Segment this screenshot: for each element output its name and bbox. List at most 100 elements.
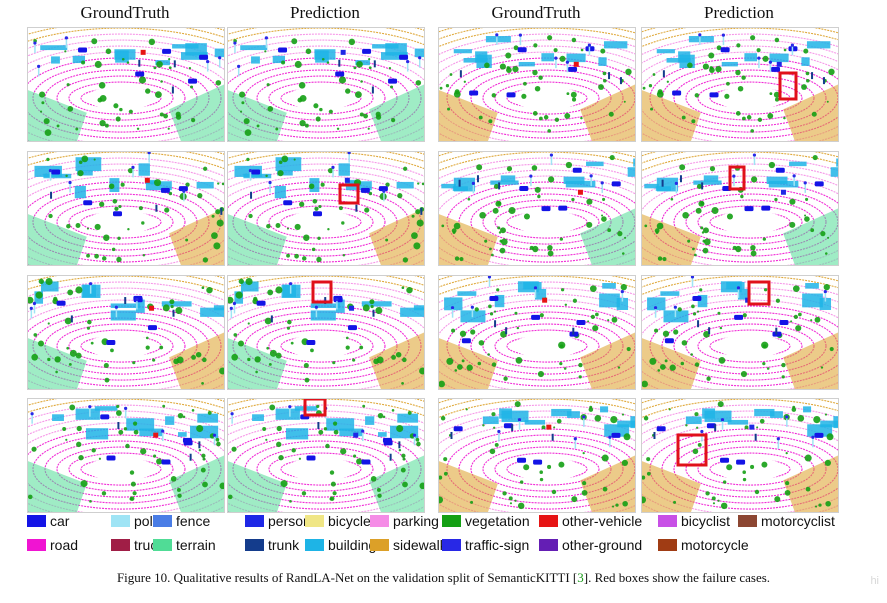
prediction-panel-r4-c2 xyxy=(227,398,425,513)
legend-label: bicyclist xyxy=(681,513,731,529)
legend-item-motorcyclist: motorcyclist xyxy=(738,512,835,530)
legend-swatch xyxy=(658,515,677,527)
prediction-panel-r3-c4 xyxy=(641,275,839,390)
prediction-panel-r1-c4 xyxy=(641,27,839,142)
prediction-panel-r3-c2 xyxy=(227,275,425,390)
point-cloud-scene xyxy=(28,399,224,512)
header-prediction-right: Prediction xyxy=(704,3,774,22)
legend-label: bicycle xyxy=(328,513,371,529)
legend-label: other-vehicle xyxy=(562,513,643,529)
legend-item-traffic-sign: traffic-sign xyxy=(442,536,529,554)
failure-case-box xyxy=(303,399,327,417)
prediction-panel-r2-c2 xyxy=(227,151,425,266)
header-prediction-left: Prediction xyxy=(290,3,360,22)
point-cloud-scene xyxy=(228,152,424,265)
watermark: hi xyxy=(870,575,879,587)
legend-item-sidewalk: sidewalk xyxy=(370,536,447,554)
legend-item-trunk: trunk xyxy=(245,536,299,554)
legend-swatch xyxy=(245,515,264,527)
groundtruth-panel-r4-c3 xyxy=(438,398,636,513)
failure-case-box xyxy=(676,433,708,467)
failure-case-box xyxy=(778,71,798,101)
point-cloud-scene xyxy=(642,276,838,389)
legend-swatch xyxy=(245,539,264,551)
legend-label: car xyxy=(50,513,70,529)
legend-swatch xyxy=(153,515,172,527)
point-cloud-scene xyxy=(642,399,838,512)
caption-text-end: ]. Red boxes show the failure cases. xyxy=(583,570,771,585)
legend-label: motorcycle xyxy=(681,537,749,553)
prediction-panel-r2-c4 xyxy=(641,151,839,266)
legend-item-car: car xyxy=(27,512,69,530)
caption-citation-link[interactable]: 3 xyxy=(577,570,584,585)
legend: car pole fence person bicycle parking vegetati… xyxy=(27,512,867,554)
groundtruth-panel-r2-c3 xyxy=(438,151,636,266)
point-cloud-scene xyxy=(28,152,224,265)
figure-caption: Figure 10. Qualitative results of RandLA… xyxy=(0,570,887,586)
point-cloud-scene xyxy=(228,399,424,512)
point-cloud-scene xyxy=(439,28,635,141)
failure-case-box xyxy=(338,183,360,205)
legend-label: motorcyclist xyxy=(761,513,835,529)
legend-swatch xyxy=(442,515,461,527)
legend-item-building: building xyxy=(305,536,376,554)
legend-item-person: person xyxy=(245,512,311,530)
legend-label: road xyxy=(50,537,79,553)
point-cloud-scene xyxy=(28,276,224,389)
legend-swatch xyxy=(305,539,324,551)
prediction-panel-r1-c2 xyxy=(227,27,425,142)
failure-case-box xyxy=(311,280,333,304)
groundtruth-panel-r2-c1 xyxy=(27,151,225,266)
point-cloud-scene xyxy=(439,152,635,265)
header-groundtruth-left: GroundTruth xyxy=(80,3,170,22)
legend-label: trunk xyxy=(268,537,300,553)
legend-label: other-ground xyxy=(562,537,643,553)
legend-item-fence: fence xyxy=(153,512,210,530)
legend-swatch xyxy=(539,539,558,551)
groundtruth-panel-r4-c1 xyxy=(27,398,225,513)
legend-label: person xyxy=(268,513,311,529)
failure-case-box xyxy=(747,280,771,306)
point-cloud-scene xyxy=(642,28,838,141)
point-cloud-scene xyxy=(642,152,838,265)
legend-item-road: road xyxy=(27,536,78,554)
groundtruth-panel-r3-c1 xyxy=(27,275,225,390)
point-cloud-scene xyxy=(228,276,424,389)
caption-text: Figure 10. Qualitative results of RandLA… xyxy=(116,570,578,585)
point-cloud-scene xyxy=(228,28,424,141)
legend-swatch xyxy=(370,539,389,551)
header-groundtruth-right: GroundTruth xyxy=(491,3,581,22)
groundtruth-panel-r1-c1 xyxy=(27,27,225,142)
point-cloud-scene xyxy=(439,399,635,512)
legend-item-other-vehicle: other-vehicle xyxy=(539,512,642,530)
legend-swatch xyxy=(658,539,677,551)
legend-label: traffic-sign xyxy=(465,537,530,553)
legend-swatch xyxy=(153,539,172,551)
legend-swatch xyxy=(111,515,130,527)
legend-label: fence xyxy=(176,513,211,529)
point-cloud-scene xyxy=(439,276,635,389)
legend-item-bicycle: bicycle xyxy=(305,512,371,530)
legend-label: building xyxy=(328,537,377,553)
legend-label: sidewalk xyxy=(393,537,447,553)
legend-label: parking xyxy=(393,513,439,529)
legend-item-other-ground: other-ground xyxy=(539,536,642,554)
legend-swatch xyxy=(738,515,757,527)
legend-item-motorcycle: motorcycle xyxy=(658,536,749,554)
legend-item-parking: parking xyxy=(370,512,439,530)
legend-swatch xyxy=(111,539,130,551)
legend-swatch xyxy=(305,515,324,527)
legend-swatch xyxy=(539,515,558,527)
legend-item-bicyclist: bicyclist xyxy=(658,512,730,530)
legend-item-vegetation: vegetation xyxy=(442,512,530,530)
legend-swatch xyxy=(27,515,46,527)
groundtruth-panel-r1-c3 xyxy=(438,27,636,142)
legend-label: vegetation xyxy=(465,513,530,529)
legend-swatch xyxy=(27,539,46,551)
groundtruth-panel-r3-c3 xyxy=(438,275,636,390)
prediction-panel-r4-c4 xyxy=(641,398,839,513)
point-cloud-scene xyxy=(28,28,224,141)
legend-label: terrain xyxy=(176,537,216,553)
failure-case-box xyxy=(728,165,746,191)
legend-swatch xyxy=(370,515,389,527)
